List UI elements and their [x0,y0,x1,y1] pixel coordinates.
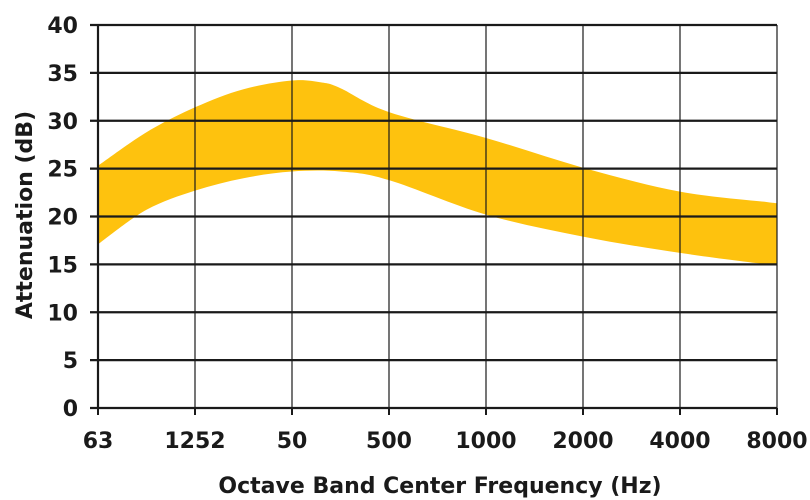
y-tick-label: 20 [47,206,78,231]
x-tick-label: 63 [83,429,114,454]
x-tick-label: 500 [366,429,412,454]
x-axis-title: Octave Band Center Frequency (Hz) [218,474,661,499]
y-tick-label: 40 [47,14,78,39]
x-tick-label: 4000 [649,429,710,454]
x-tick-label: 50 [277,429,308,454]
x-tick-labels: 63 1252 50 500 1000 2000 4000 8000 [83,429,808,454]
y-axis-title: Attenuation (dB) [13,111,38,319]
y-tick-label: 15 [47,253,78,278]
y-tick-label: 10 [47,301,78,326]
x-tick-label: 2000 [552,429,613,454]
x-tick-label: 1252 [164,429,225,454]
grid-layer [90,23,778,415]
y-tick-label: 35 [47,62,78,87]
x-tick-label: 1000 [455,429,516,454]
y-tick-label: 5 [63,349,78,374]
attenuation-range-band [98,80,778,266]
y-tick-labels: 0 5 10 15 20 25 30 35 40 [47,14,78,422]
y-tick-label: 30 [47,110,78,135]
attenuation-band-layer [98,80,778,266]
y-tick-label: 25 [47,158,78,183]
y-tick-label: 0 [63,397,78,422]
x-tick-label: 8000 [746,429,807,454]
